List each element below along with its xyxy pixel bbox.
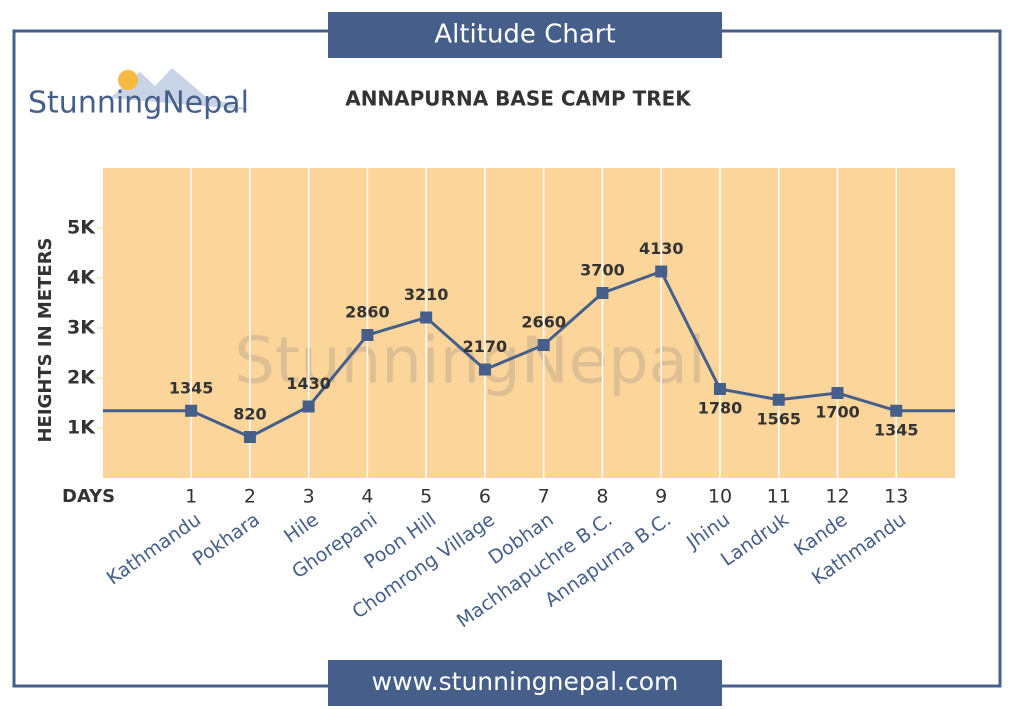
x-tick-label: 1 <box>185 486 197 508</box>
value-label: 2860 <box>345 303 390 322</box>
logo-sun <box>118 70 138 90</box>
stop-label: Kathmandu <box>103 509 205 590</box>
footer-url: www.stunningnepal.com <box>372 667 679 696</box>
value-label: 1700 <box>815 403 860 422</box>
value-label: 3700 <box>580 261 625 280</box>
value-label: 1565 <box>756 409 801 428</box>
x-tick-label: 11 <box>767 486 791 508</box>
point <box>361 329 374 341</box>
logo-text: StunningNepal <box>28 86 249 121</box>
point <box>596 287 609 299</box>
footer-box <box>328 660 722 706</box>
value-label: 1430 <box>286 374 331 393</box>
x-tick-label: 10 <box>708 486 732 508</box>
x-axis-label: DAYS <box>62 486 115 507</box>
point <box>772 393 785 406</box>
point <box>302 400 315 413</box>
chart-title: ANNAPURNA BASE CAMP TREK <box>345 87 692 111</box>
plot-area <box>103 168 955 478</box>
point <box>243 431 256 443</box>
value-label: 2660 <box>521 313 566 332</box>
x-tick-label: 9 <box>655 486 667 508</box>
value-label: 1345 <box>169 378 214 397</box>
x-tick-label: 8 <box>596 486 608 508</box>
x-tick-label: 13 <box>884 486 908 508</box>
header-title: Altitude Chart <box>434 20 615 50</box>
point <box>537 339 550 351</box>
stop-label: Landruk <box>717 509 793 571</box>
y-tick-label: 4K <box>67 267 96 289</box>
value-label: 3210 <box>404 285 449 304</box>
point <box>478 363 491 376</box>
value-label: 1345 <box>874 420 919 439</box>
stop-label: Hile <box>280 509 323 548</box>
y-tick-label: 5K <box>67 217 96 239</box>
value-label: 1780 <box>698 399 743 418</box>
point <box>185 404 198 417</box>
y-tick-label: 3K <box>67 317 96 339</box>
x-tick-label: 4 <box>361 486 373 508</box>
stop-label: Pokhara <box>189 509 264 571</box>
x-tick-label: 7 <box>538 486 550 508</box>
logo-mountains <box>110 68 250 110</box>
value-label: 4130 <box>639 239 684 258</box>
logo: StunningNepal <box>28 68 250 121</box>
x-tick-label: 3 <box>303 486 315 508</box>
point <box>713 383 726 395</box>
x-tick-label: 5 <box>420 486 432 508</box>
point <box>831 387 844 399</box>
y-axis-label: HEIGHTS IN METERS <box>35 237 56 442</box>
value-label: 820 <box>233 405 266 424</box>
header-box <box>328 12 722 58</box>
y-tick-label: 2K <box>67 367 96 389</box>
y-tick-label: 1K <box>67 417 96 439</box>
x-tick-label: 12 <box>825 486 849 508</box>
point <box>420 311 433 324</box>
x-tick-label: 6 <box>479 486 491 508</box>
value-label: 2170 <box>463 337 508 356</box>
x-tick-label: 2 <box>244 486 256 508</box>
point <box>655 265 668 278</box>
watermark: StunningNepal <box>234 325 705 399</box>
point <box>890 404 903 417</box>
